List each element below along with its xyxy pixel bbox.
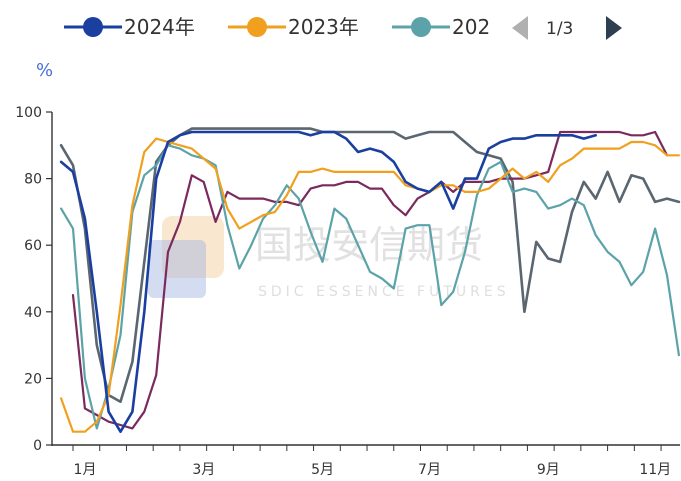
x-tick-label: 7月 (418, 462, 441, 478)
x-ticks: 1月 3月 5月 7月 9月 11月 (72, 445, 671, 478)
y-tick-label: 100 (15, 105, 42, 121)
legend-item-2023[interactable]: 2023年 (228, 15, 359, 39)
series-group (59, 127, 681, 434)
y-tick-label: 80 (24, 172, 42, 188)
legend-marker-2023 (247, 17, 267, 37)
y-tick-label: 60 (24, 238, 42, 254)
legend-item-202[interactable]: 202 (392, 15, 490, 39)
y-ticks: 0 20 40 60 80 100 (15, 105, 52, 454)
watermark: 国投安信期货 SDIC ESSENCE FUTURES (148, 216, 510, 300)
series-line-0 (59, 130, 598, 434)
y-tick-label: 20 (24, 371, 42, 387)
legend-pager-text: 1/3 (546, 19, 573, 39)
legend-item-2024[interactable]: 2024年 (64, 15, 195, 39)
watermark-en-text: SDIC ESSENCE FUTURES (258, 284, 510, 300)
series-line-3 (71, 130, 669, 430)
watermark-logo-blue (148, 240, 206, 298)
legend-label-2024: 2024年 (124, 15, 195, 39)
watermark-cn-text: 国投安信期货 (255, 223, 483, 267)
triangle-left-icon[interactable] (512, 16, 528, 40)
x-tick-label: 1月 (74, 462, 97, 478)
series-line-1 (59, 137, 681, 433)
legend: 2024年 2023年 202 1/3 (64, 15, 622, 40)
legend-label-202: 202 (452, 15, 490, 39)
watermark-logo-orange (162, 216, 224, 278)
legend-label-2023: 2023年 (288, 15, 359, 39)
triangle-right-icon[interactable] (606, 16, 622, 40)
legend-marker-2024 (83, 17, 103, 37)
x-tick-label: 5月 (311, 462, 334, 478)
y-unit-label: % (36, 60, 53, 81)
axes (51, 112, 680, 446)
x-tick-label: 9月 (537, 462, 560, 478)
x-tick-label: 11月 (639, 462, 671, 478)
legend-marker-202 (411, 17, 431, 37)
legend-pager: 1/3 (512, 16, 622, 40)
y-tick-label: 0 (33, 438, 42, 454)
x-tick-label: 3月 (192, 462, 215, 478)
y-tick-label: 40 (24, 305, 42, 321)
